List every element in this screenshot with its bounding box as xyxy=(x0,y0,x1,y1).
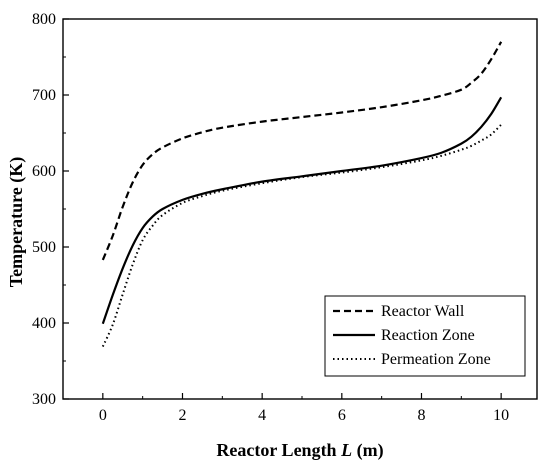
y-tick-label: 700 xyxy=(32,87,56,104)
y-tick-label: 600 xyxy=(32,163,56,180)
legend-label: Reactor Wall xyxy=(381,303,465,320)
x-tick-label: 4 xyxy=(258,407,266,424)
x-axis-title: Reactor Length L (m) xyxy=(216,440,383,461)
x-axis-title-part: Reactor Length xyxy=(216,440,341,460)
x-tick-label: 10 xyxy=(493,407,509,424)
series-line-permeation-zone xyxy=(101,123,502,347)
y-axis-title: Temperature (K) xyxy=(6,157,27,287)
series-group xyxy=(101,41,503,347)
y-tick-label: 400 xyxy=(32,315,56,332)
legend-label: Permeation Zone xyxy=(381,351,491,368)
series-line-reaction-zone xyxy=(101,96,503,325)
series-line-reactor-wall xyxy=(101,41,503,261)
y-tick-label: 800 xyxy=(32,11,56,28)
axes-group: 0 2 4 6 8 10 300 400 500 600 700 800 xyxy=(32,11,538,424)
x-tick-label: 2 xyxy=(178,407,186,424)
legend: Reactor Wall Reaction Zone Permeation Zone xyxy=(324,295,526,377)
x-tick-label: 8 xyxy=(417,407,425,424)
legend-label: Reaction Zone xyxy=(381,327,475,344)
x-axis-title-part: (m) xyxy=(352,440,383,461)
x-tick-label: 6 xyxy=(338,407,346,424)
y-tick-label: 500 xyxy=(32,239,56,256)
x-axis-title-part: L xyxy=(340,440,352,460)
y-tick-label: 300 xyxy=(32,391,56,408)
x-tick-label: 0 xyxy=(99,407,107,424)
